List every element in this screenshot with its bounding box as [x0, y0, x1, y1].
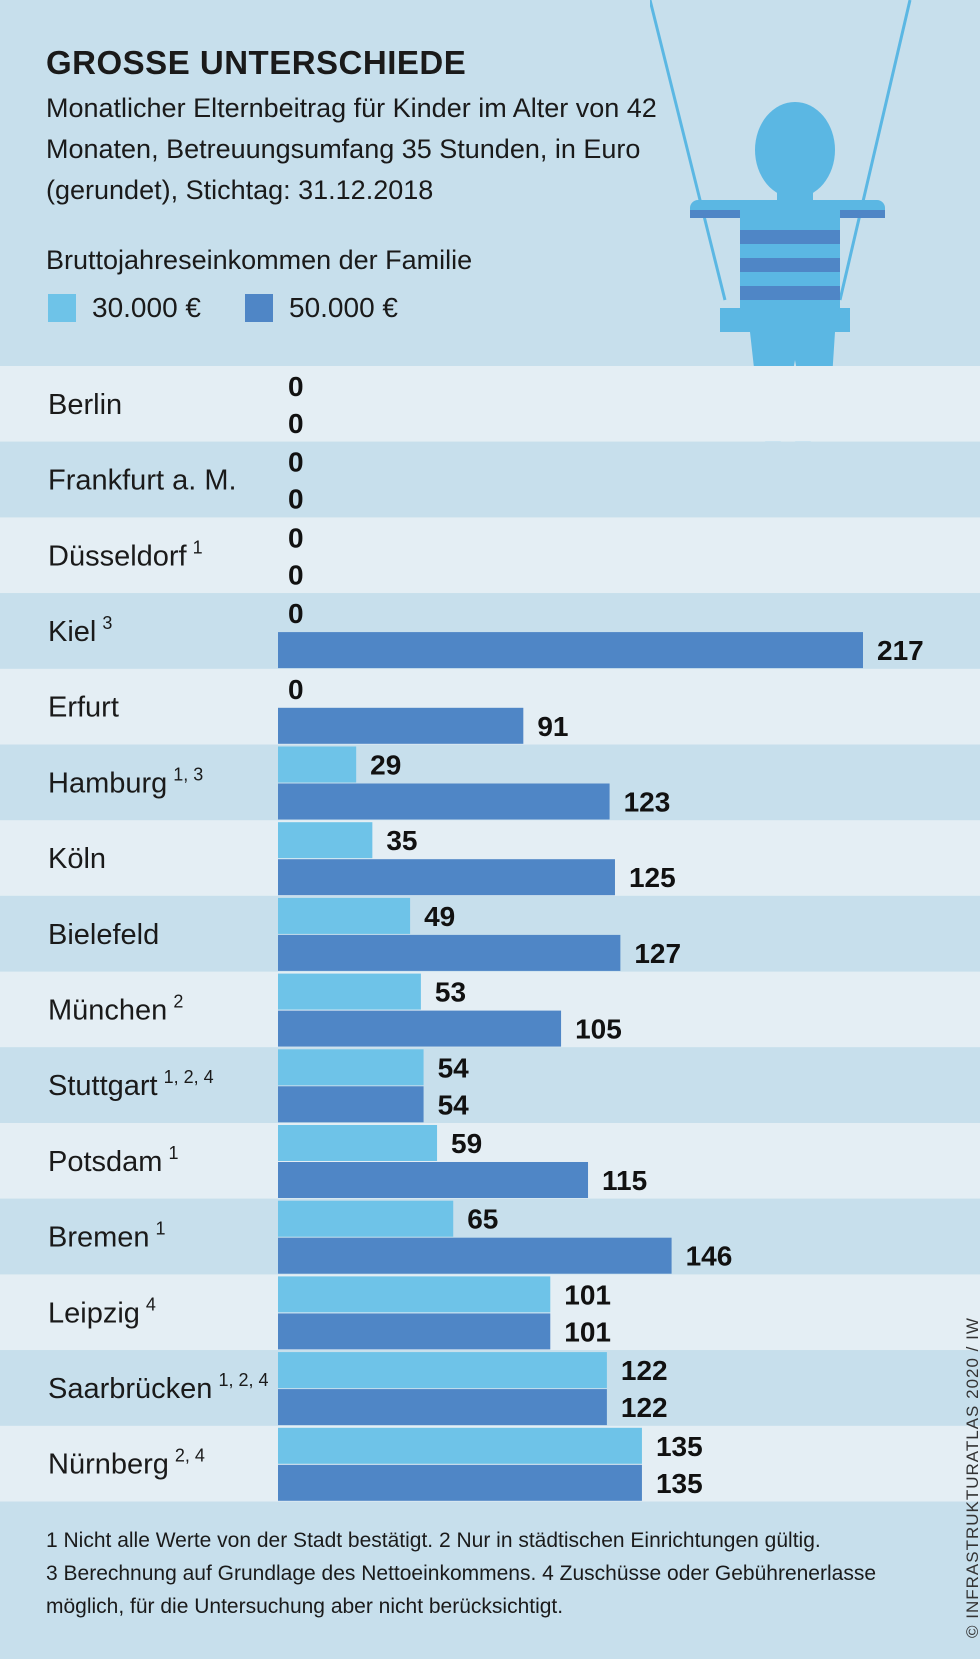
- value-label-50000-nürnberg: 135: [656, 1468, 703, 1499]
- legend-swatch-50000: [245, 294, 273, 322]
- value-label-50000-münchen: 105: [575, 1014, 622, 1045]
- bar-50000-erfurt: [278, 707, 524, 744]
- bar-30000-stuttgart: [278, 1049, 424, 1086]
- bar-50000-hamburg: [278, 783, 610, 820]
- category-label-düsseldorf: Düsseldorf 1: [48, 537, 203, 572]
- bar-30000-potsdam: [278, 1125, 438, 1161]
- category-label-bremen: Bremen 1: [48, 1219, 166, 1254]
- legend-item-50000: 50.000 €: [245, 292, 398, 324]
- value-label-30000-leipzig: 101: [564, 1279, 611, 1310]
- category-label-potsdam: Potsdam 1: [48, 1143, 178, 1178]
- chart-title: GROSSE UNTERSCHIEDE: [46, 44, 467, 81]
- footnote-line-1: 1 Nicht alle Werte von der Stadt bestäti…: [46, 1529, 821, 1552]
- footnote-line-2: 3 Berechnung auf Grundlage des Nettoeink…: [46, 1562, 876, 1585]
- bar-30000-bielefeld: [278, 897, 411, 934]
- chart-subtitle: Monatlicher Elternbeitrag für Kinder im …: [46, 93, 657, 205]
- category-label-erfurt: Erfurt: [48, 692, 119, 724]
- category-label-bielefeld: Bielefeld: [48, 919, 159, 951]
- footnotes: 1 Nicht alle Werte von der Stadt bestäti…: [46, 1524, 926, 1623]
- value-label-50000-berlin: 0: [288, 408, 304, 439]
- value-label-30000-erfurt: 0: [288, 674, 304, 705]
- value-label-30000-bremen: 65: [467, 1204, 498, 1235]
- category-label-frankfurt-a-m: Frankfurt a. M.: [48, 465, 237, 497]
- footnote-mark: 1, 2, 4: [164, 1067, 214, 1087]
- value-label-30000-frankfurt-a-m: 0: [288, 447, 304, 478]
- bar-50000-leipzig: [278, 1313, 551, 1350]
- bar-30000-hamburg: [278, 746, 357, 783]
- category-label-berlin: Berlin: [48, 389, 122, 421]
- category-label-hamburg: Hamburg 1, 3: [48, 764, 203, 799]
- row-background-düsseldorf: [0, 517, 980, 594]
- legend-label-50000: 50.000 €: [289, 292, 398, 323]
- value-label-50000-stuttgart: 54: [438, 1089, 470, 1120]
- footnote-line-3: möglich, für die Untersuchung aber nicht…: [46, 1595, 564, 1618]
- value-label-30000-düsseldorf: 0: [288, 522, 304, 553]
- value-label-30000-köln: 35: [386, 825, 417, 856]
- legend-title: Bruttojahreseinkommen der Familie: [46, 245, 473, 275]
- value-label-30000-nürnberg: 135: [656, 1431, 703, 1462]
- bar-50000-kiel: [278, 632, 863, 669]
- bar-50000-potsdam: [278, 1162, 589, 1198]
- footnote-mark: 1: [193, 537, 203, 557]
- bar-50000-bremen: [278, 1237, 672, 1274]
- bar-30000-nürnberg: [278, 1427, 642, 1464]
- legend: 30.000 € 50.000 €: [48, 292, 442, 324]
- footnote-mark: 2, 4: [175, 1446, 205, 1466]
- value-label-30000-saarbrücken: 122: [621, 1355, 668, 1386]
- row-background-stuttgart: [0, 1047, 980, 1123]
- footnote-mark: 1, 3: [173, 764, 203, 784]
- value-label-30000-hamburg: 29: [370, 750, 401, 781]
- value-label-30000-potsdam: 59: [451, 1128, 482, 1159]
- bar-30000-köln: [278, 822, 373, 859]
- category-label-leipzig: Leipzig 4: [48, 1294, 156, 1329]
- value-label-50000-erfurt: 91: [537, 711, 568, 742]
- value-label-30000-stuttgart: 54: [438, 1052, 470, 1083]
- bar-50000-münchen: [278, 1010, 562, 1047]
- bar-30000-münchen: [278, 973, 421, 1010]
- value-label-30000-kiel: 0: [288, 598, 304, 629]
- bar-50000-saarbrücken: [278, 1389, 607, 1426]
- legend-swatch-30000: [48, 294, 76, 322]
- value-label-50000-bremen: 146: [686, 1241, 733, 1272]
- value-label-50000-leipzig: 101: [564, 1316, 611, 1347]
- source-credit: © INFRASTRUKTURATLAS 2020 / IW: [963, 1317, 980, 1638]
- legend-item-30000: 30.000 €: [48, 292, 201, 324]
- footnote-mark: 4: [146, 1294, 156, 1314]
- category-label-köln: Köln: [48, 843, 106, 875]
- value-label-30000-berlin: 0: [288, 371, 304, 402]
- value-label-50000-saarbrücken: 122: [621, 1392, 668, 1423]
- value-label-50000-hamburg: 123: [624, 787, 671, 818]
- value-label-50000-potsdam: 115: [602, 1165, 647, 1196]
- footnote-mark: 1, 2, 4: [218, 1370, 268, 1390]
- value-label-50000-düsseldorf: 0: [288, 559, 304, 590]
- row-background-berlin: [0, 366, 980, 442]
- legend-label-30000: 30.000 €: [92, 292, 201, 323]
- bar-30000-bremen: [278, 1200, 454, 1237]
- value-label-50000-bielefeld: 127: [634, 938, 681, 969]
- footnote-mark: 2: [173, 991, 183, 1011]
- value-label-50000-kiel: 217: [877, 635, 924, 666]
- value-label-50000-frankfurt-a-m: 0: [288, 484, 304, 515]
- category-label-münchen: München 2: [48, 991, 183, 1026]
- bar-50000-stuttgart: [278, 1086, 424, 1123]
- bar-50000-nürnberg: [278, 1464, 642, 1501]
- footnote-mark: 1: [156, 1219, 166, 1239]
- value-label-30000-münchen: 53: [435, 977, 466, 1008]
- value-label-30000-bielefeld: 49: [424, 901, 455, 932]
- bar-50000-köln: [278, 859, 615, 896]
- row-background-frankfurt-a-m: [0, 441, 980, 518]
- footnote-mark: 3: [102, 613, 112, 633]
- footnote-mark: 1: [168, 1143, 178, 1163]
- bar-30000-leipzig: [278, 1276, 551, 1313]
- bar-50000-bielefeld: [278, 934, 621, 971]
- category-label-stuttgart: Stuttgart 1, 2, 4: [48, 1067, 214, 1102]
- value-label-50000-köln: 125: [629, 862, 676, 893]
- bar-30000-saarbrücken: [278, 1352, 607, 1389]
- category-label-saarbrücken: Saarbrücken 1, 2, 4: [48, 1370, 268, 1405]
